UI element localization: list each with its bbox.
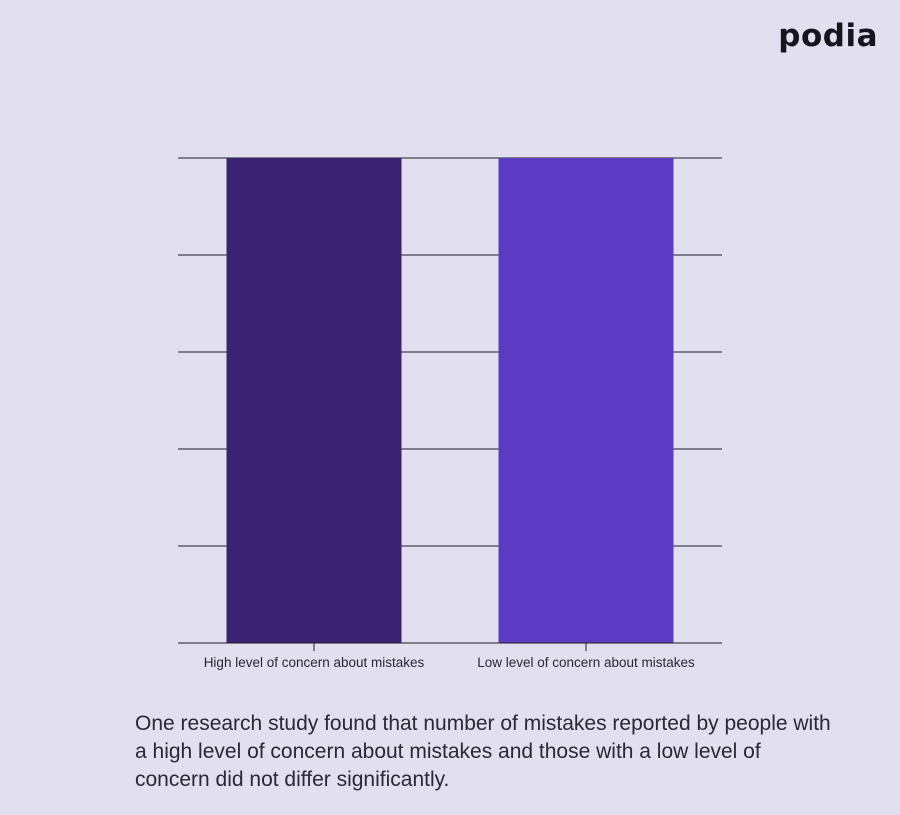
bar-2 bbox=[498, 158, 674, 643]
bar-chart: High level of concern about mistakes Low … bbox=[178, 157, 722, 670]
x-axis: High level of concern about mistakes Low … bbox=[178, 642, 722, 670]
x-tick-label: Low level of concern about mistakes bbox=[477, 655, 695, 670]
bars bbox=[226, 158, 674, 643]
chart-caption: One research study found that number of … bbox=[135, 712, 831, 791]
podia-logo: podia bbox=[778, 18, 878, 54]
bar-1 bbox=[226, 158, 402, 643]
x-tick-label: High level of concern about mistakes bbox=[204, 655, 425, 670]
